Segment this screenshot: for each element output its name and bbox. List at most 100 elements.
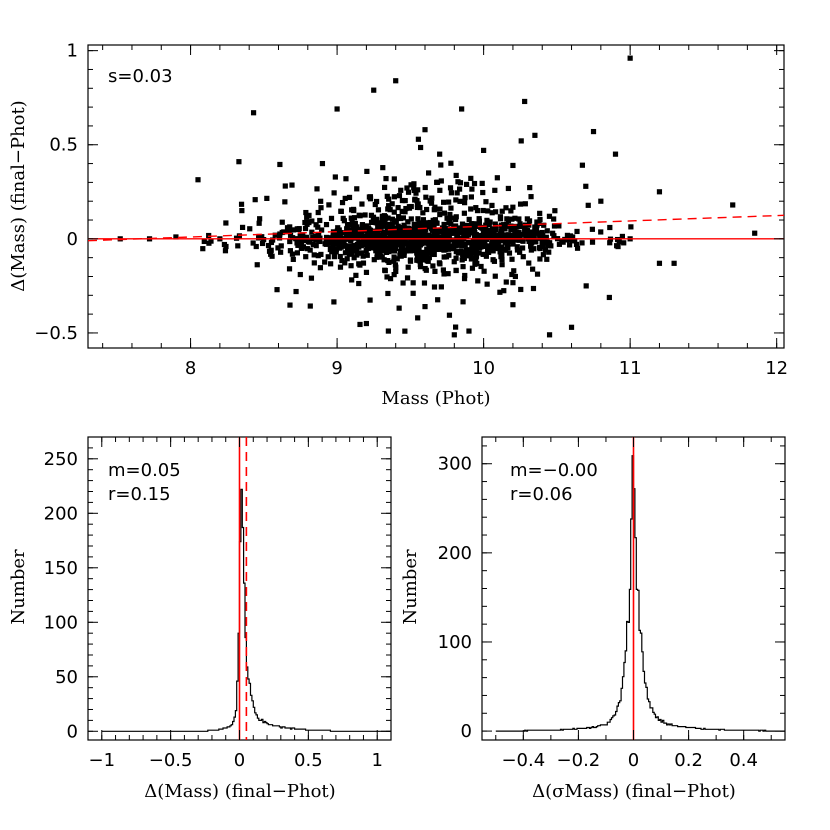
scatter-point [468,175,474,182]
scatter-point [469,221,475,227]
y-tick-label: 100 [438,632,472,653]
scatter-point [484,217,490,223]
scatter-point [506,250,513,256]
histogram-sigma-panel: −0.4 −0.2 0 0.2 0.4 0 100 200 300 m=−0.00 r=0.06… [400,436,786,802]
scatter-point [173,234,179,240]
scatter-point [438,240,444,246]
scatter-point [391,194,397,200]
scatter-point [478,263,484,270]
scatter-point [433,241,439,247]
scatter-point [265,242,272,249]
scatter-point [383,249,389,255]
scatter-point [528,247,534,253]
scatter-point [530,285,537,292]
scatter-point [473,245,479,251]
scatter-point [403,205,409,212]
scatter-point [540,252,546,258]
scatter-point [264,195,270,201]
x-tick-label: 10 [472,358,495,379]
scatter-point [379,245,385,251]
scatter-point [412,197,418,203]
scatter-point [451,332,457,338]
scatter-point [342,260,348,266]
scatter-point [542,247,549,253]
scatter-point [470,230,476,236]
scatter-point [306,219,312,226]
scatter-point [370,229,376,235]
scatter-point [574,245,581,251]
scatter-point [450,228,456,234]
scatter-point [341,218,347,224]
scatter-point [434,228,440,235]
scatter-point [385,328,391,334]
scatter-point [365,243,371,249]
scatter-point [315,209,321,216]
scatter-point [426,243,432,249]
scatter-point [544,256,550,262]
scatter-point [268,251,274,257]
scatter-point [411,185,417,191]
scatter-point [568,324,575,330]
scatter-point [259,234,265,240]
scatter-point [523,233,529,240]
scatter-point [284,228,291,235]
scatter-point [422,265,428,272]
scatter-point [545,242,551,249]
scatter-point [489,229,495,236]
scatter-point [450,215,456,221]
scatter-point [408,228,414,234]
x-tick-label: 11 [619,358,642,379]
scatter-point [503,239,509,245]
scatter-point [351,255,357,261]
scatter-point [319,160,326,167]
scatter-point [424,206,430,213]
scatter-points [117,55,758,338]
scatter-point [434,220,440,226]
scatter-point [437,151,443,157]
scatter-point [287,238,293,245]
scatter-point [270,237,276,243]
x-tick-label: 9 [331,358,342,379]
scatter-point [482,225,489,231]
scatter-point [457,198,463,204]
scatter-ylabel: Δ(Mass) (final−Phot) [8,100,29,291]
scatter-point [556,223,562,229]
scatter-point [402,197,408,204]
scatter-point [453,324,459,330]
scatter-point [405,189,412,195]
scatter-point [391,254,397,260]
scatter-point [422,184,428,191]
histogram-outline [495,455,785,732]
scatter-point [469,243,475,249]
scatter-point [465,239,471,246]
scatter-point [551,216,557,222]
histogram-mass-panel: −1 −0.5 0 0.5 1 0 50 100 150 200 250 m=0.05 r=0.15… [8,436,392,802]
scatter-point [417,224,423,230]
scatter-point [405,225,411,231]
scatter-point [352,234,358,240]
scatter-point [374,245,380,251]
scatter-point [302,219,308,226]
scatter-point [499,256,505,263]
scatter-point [462,195,468,201]
y-tick-label: 100 [44,612,78,633]
scatter-point [361,234,367,240]
scatter-point [448,205,454,211]
scatter-point [414,204,421,211]
scatter-point [438,162,444,168]
scatter-point [473,248,479,254]
scatter-point [356,280,362,287]
scatter-point [396,242,402,248]
scatter-point [431,231,438,237]
scatter-point [397,226,403,232]
scatter-point [564,232,571,238]
scatter-point [537,210,543,216]
scatter-point [443,254,450,260]
scatter-point [366,232,372,238]
scatter-point [590,128,597,135]
scatter-point [512,215,518,221]
scatter-point [441,228,448,234]
scatter-point [503,221,509,228]
x-tick-label: 1 [372,750,383,771]
scatter-point [372,233,378,239]
